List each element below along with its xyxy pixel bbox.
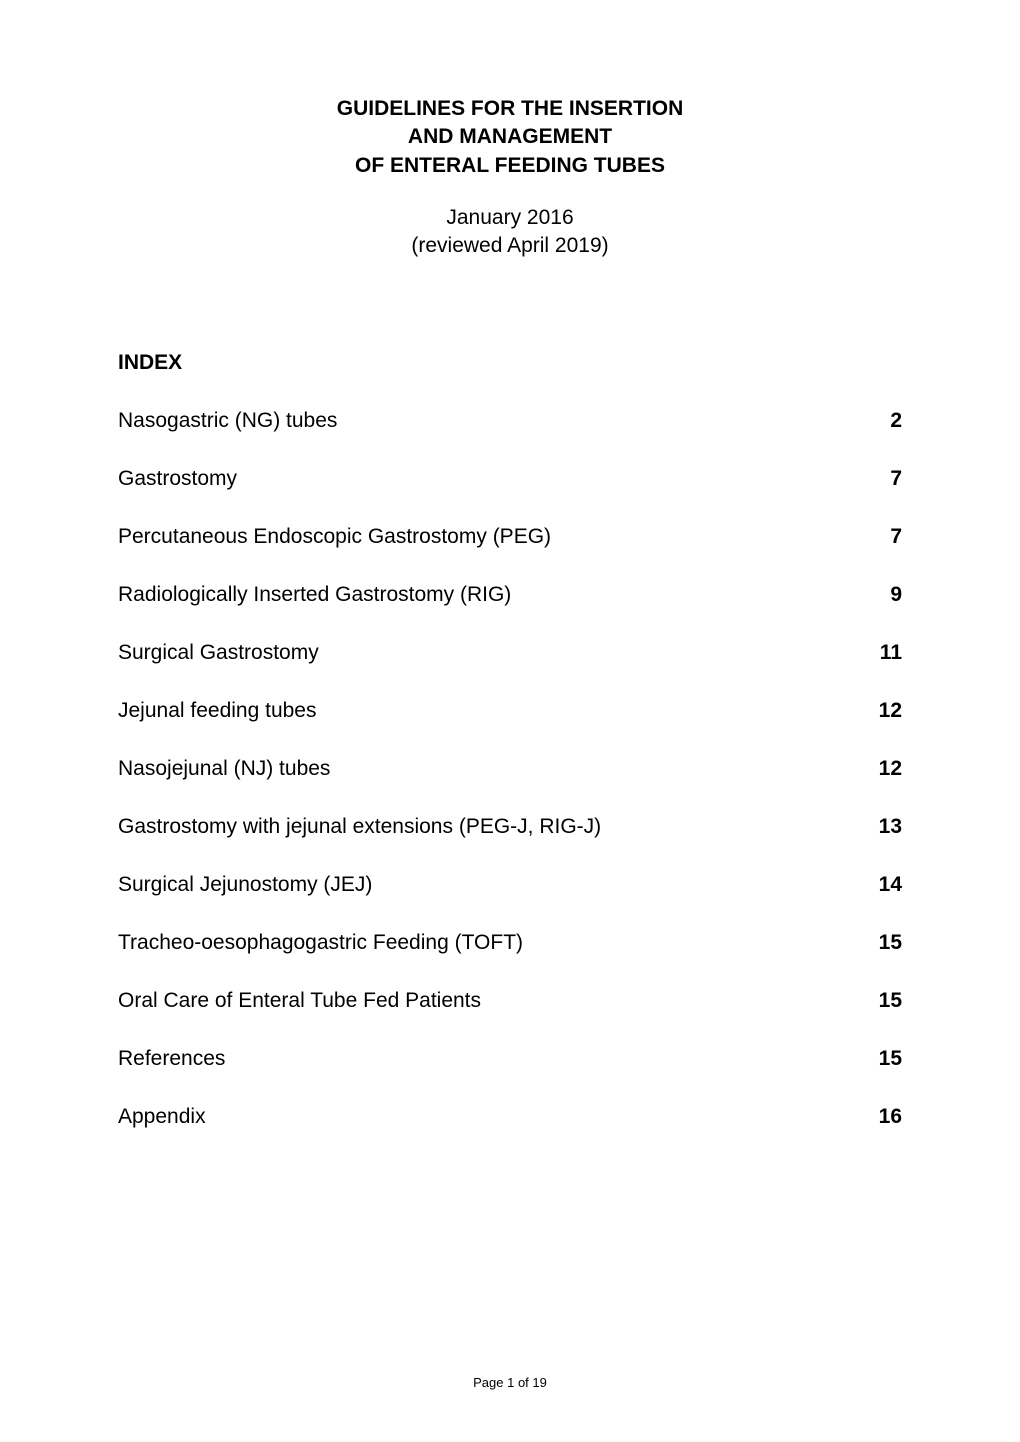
title-line-1: GUIDELINES FOR THE INSERTION [118,95,902,123]
subtitle-line-1: January 2016 [118,204,902,232]
index-page: 12 [866,757,902,781]
index-row: Surgical Gastrostomy 11 [118,641,902,665]
subtitle-line-2: (reviewed April 2019) [118,232,902,260]
index-heading: INDEX [118,351,902,375]
index-label: Radiologically Inserted Gastrostomy (RIG… [118,583,511,607]
index-row: References 15 [118,1047,902,1071]
index-row: Nasogastric (NG) tubes 2 [118,409,902,433]
index-row: Oral Care of Enteral Tube Fed Patients 1… [118,989,902,1013]
index-page: 16 [866,1105,902,1129]
index-page: 15 [866,1047,902,1071]
index-label: Nasojejunal (NJ) tubes [118,757,330,781]
title-line-3: OF ENTERAL FEEDING TUBES [118,152,902,180]
index-page: 11 [866,641,902,665]
index-page: 7 [866,467,902,491]
index-list: Nasogastric (NG) tubes 2 Gastrostomy 7 P… [118,409,902,1129]
document-subtitle: January 2016 (reviewed April 2019) [118,204,902,261]
index-label: Gastrostomy [118,467,237,491]
index-row: Tracheo-oesophagogastric Feeding (TOFT) … [118,931,902,955]
title-line-2: AND MANAGEMENT [118,123,902,151]
index-page: 7 [866,525,902,549]
index-label: Percutaneous Endoscopic Gastrostomy (PEG… [118,525,551,549]
index-row: Jejunal feeding tubes 12 [118,699,902,723]
index-label: Oral Care of Enteral Tube Fed Patients [118,989,481,1013]
document-title: GUIDELINES FOR THE INSERTION AND MANAGEM… [118,95,902,180]
index-page: 9 [866,583,902,607]
index-page: 15 [866,931,902,955]
index-label: Tracheo-oesophagogastric Feeding (TOFT) [118,931,523,955]
index-page: 15 [866,989,902,1013]
index-row: Surgical Jejunostomy (JEJ) 14 [118,873,902,897]
index-page: 2 [866,409,902,433]
page-footer: Page 1 of 19 [0,1375,1020,1390]
index-row: Percutaneous Endoscopic Gastrostomy (PEG… [118,525,902,549]
index-label: Jejunal feeding tubes [118,699,317,723]
index-page: 12 [866,699,902,723]
index-page: 14 [866,873,902,897]
index-row: Appendix 16 [118,1105,902,1129]
index-page: 13 [866,815,902,839]
index-label: References [118,1047,225,1071]
index-row: Gastrostomy with jejunal extensions (PEG… [118,815,902,839]
index-row: Radiologically Inserted Gastrostomy (RIG… [118,583,902,607]
index-label: Nasogastric (NG) tubes [118,409,337,433]
index-label: Appendix [118,1105,206,1129]
index-row: Gastrostomy 7 [118,467,902,491]
index-label: Gastrostomy with jejunal extensions (PEG… [118,815,601,839]
index-row: Nasojejunal (NJ) tubes 12 [118,757,902,781]
index-label: Surgical Jejunostomy (JEJ) [118,873,372,897]
index-label: Surgical Gastrostomy [118,641,319,665]
